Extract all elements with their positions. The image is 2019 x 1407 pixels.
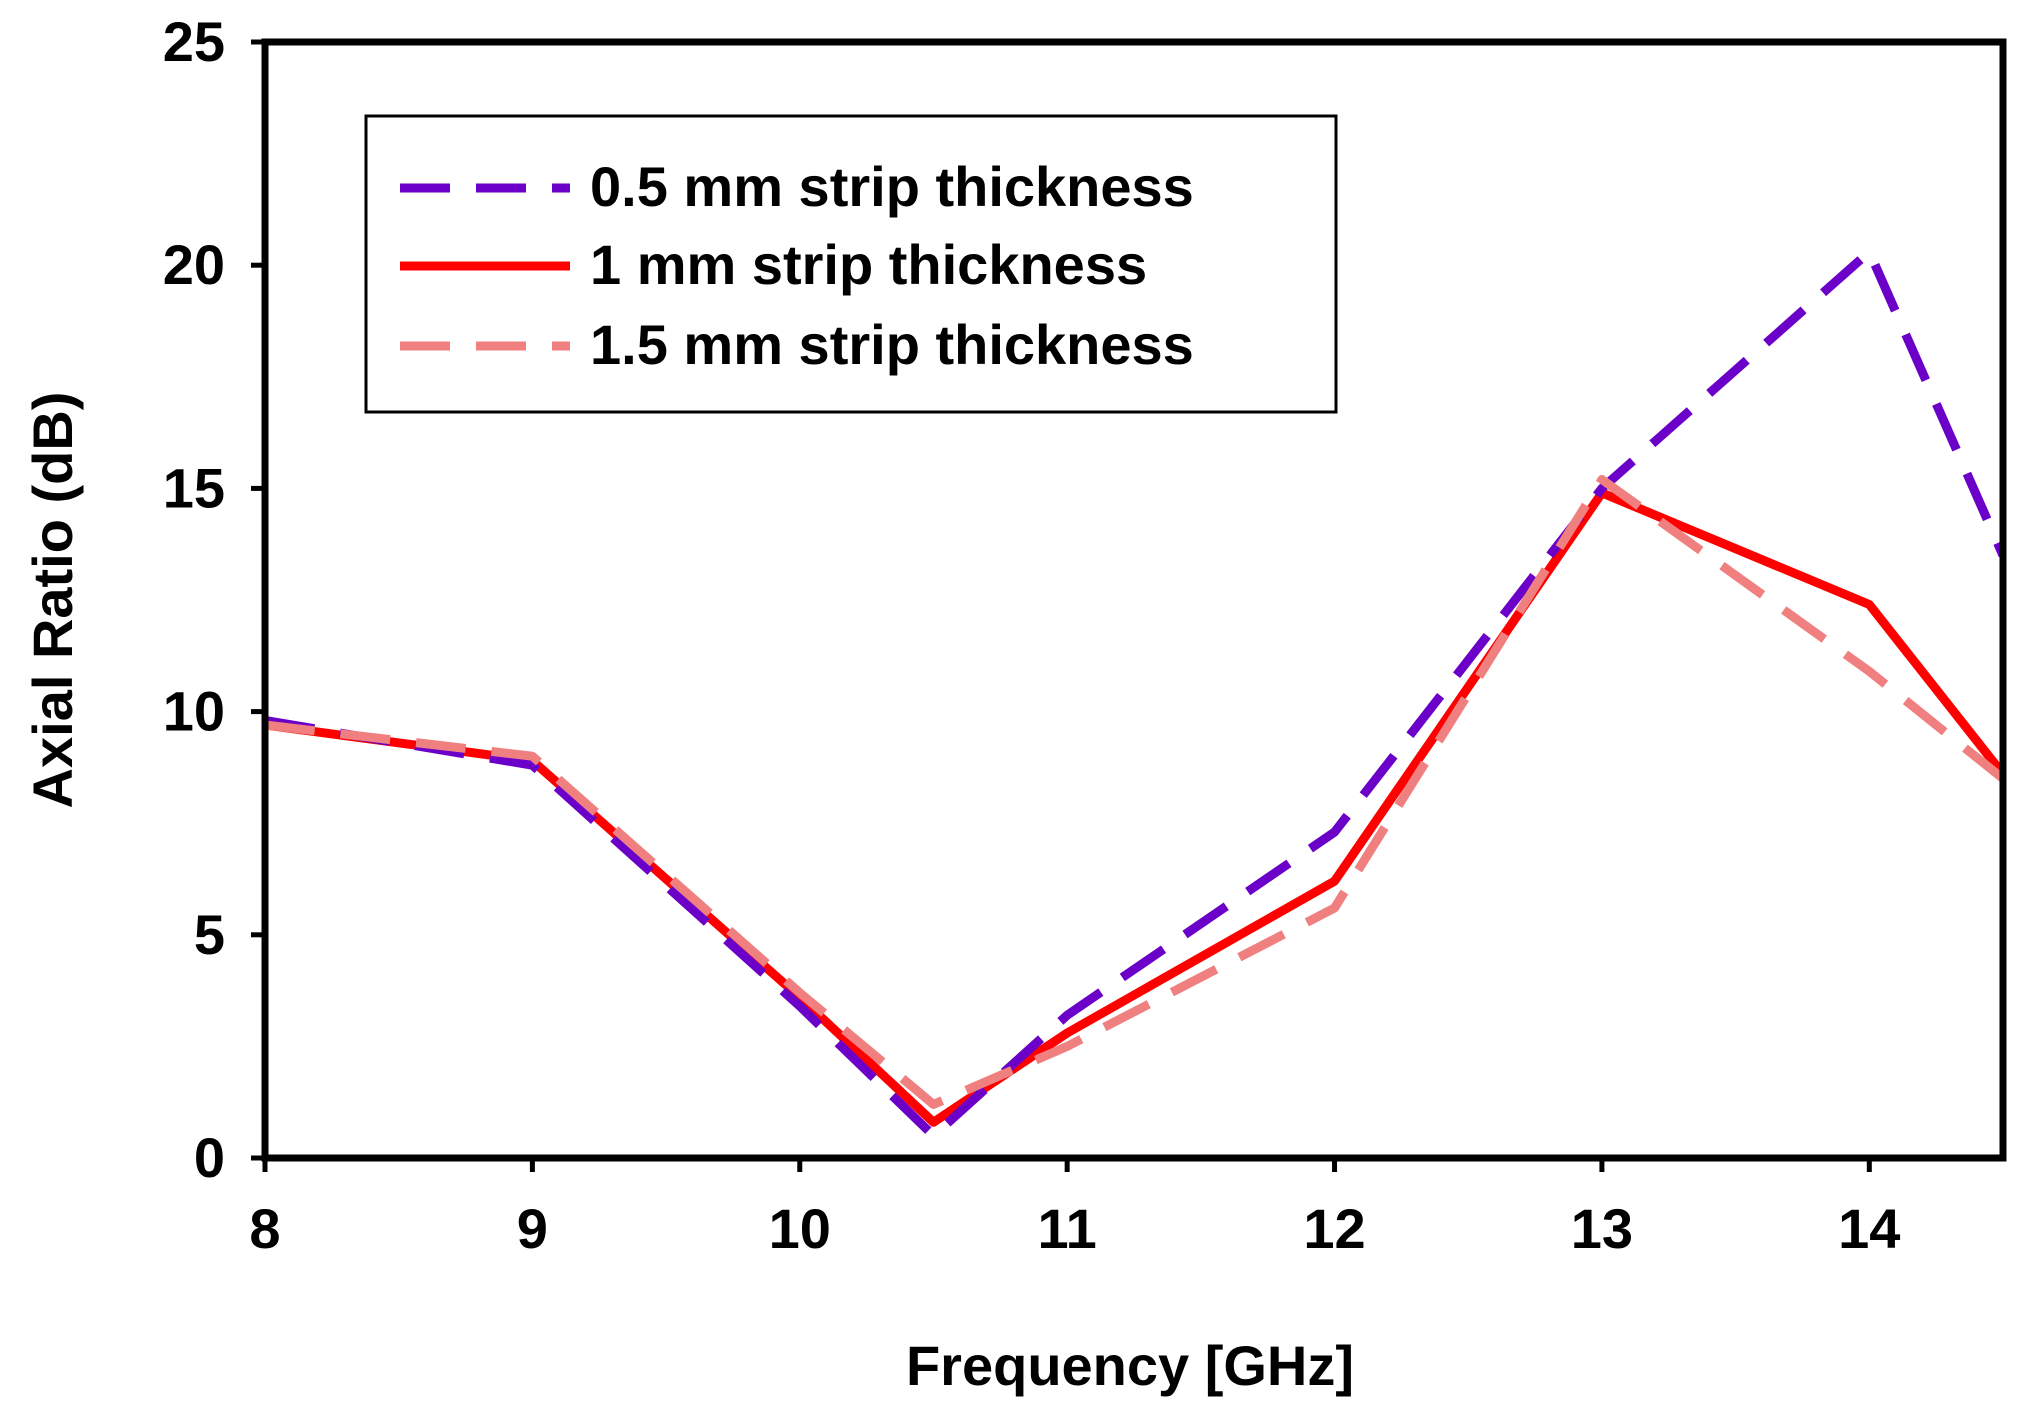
x-tick-label: 12 [1303,1197,1365,1260]
series-line-1.5mm [265,475,2003,1109]
ticks-layer: 8 9 10 11 12 13 14 0 5 10 15 20 25 [163,10,1901,1260]
y-axis-label: Axial Ratio (dB) [21,392,84,809]
y-tick-label: 5 [194,903,225,966]
x-tick-label: 14 [1838,1197,1900,1260]
y-tick-label: 25 [163,10,225,73]
y-tick-label: 0 [194,1126,225,1189]
legend-label-1mm: 1 mm strip thickness [590,233,1147,296]
legend-label-0.5mm: 0.5 mm strip thickness [590,155,1194,218]
x-tick-label: 9 [517,1197,548,1260]
series-line-0.5mm [265,247,2003,1141]
x-tick-label: 10 [769,1197,831,1260]
y-tick-label: 10 [163,680,225,743]
y-tick-label: 20 [163,233,225,296]
y-tick-label: 15 [163,456,225,519]
x-tick-label: 11 [1038,1197,1097,1260]
x-tick-label: 8 [249,1197,280,1260]
plot-frame [261,38,2007,1162]
series-line-1mm [265,488,2003,1127]
legend-label-1.5mm: 1.5 mm strip thickness [590,313,1194,376]
legend: 0.5 mm strip thickness 1 mm strip thickn… [364,114,1338,414]
x-axis-label: Frequency [GHz] [906,1334,1354,1397]
series-layer [265,247,2003,1141]
x-tick-label: 13 [1571,1197,1633,1260]
